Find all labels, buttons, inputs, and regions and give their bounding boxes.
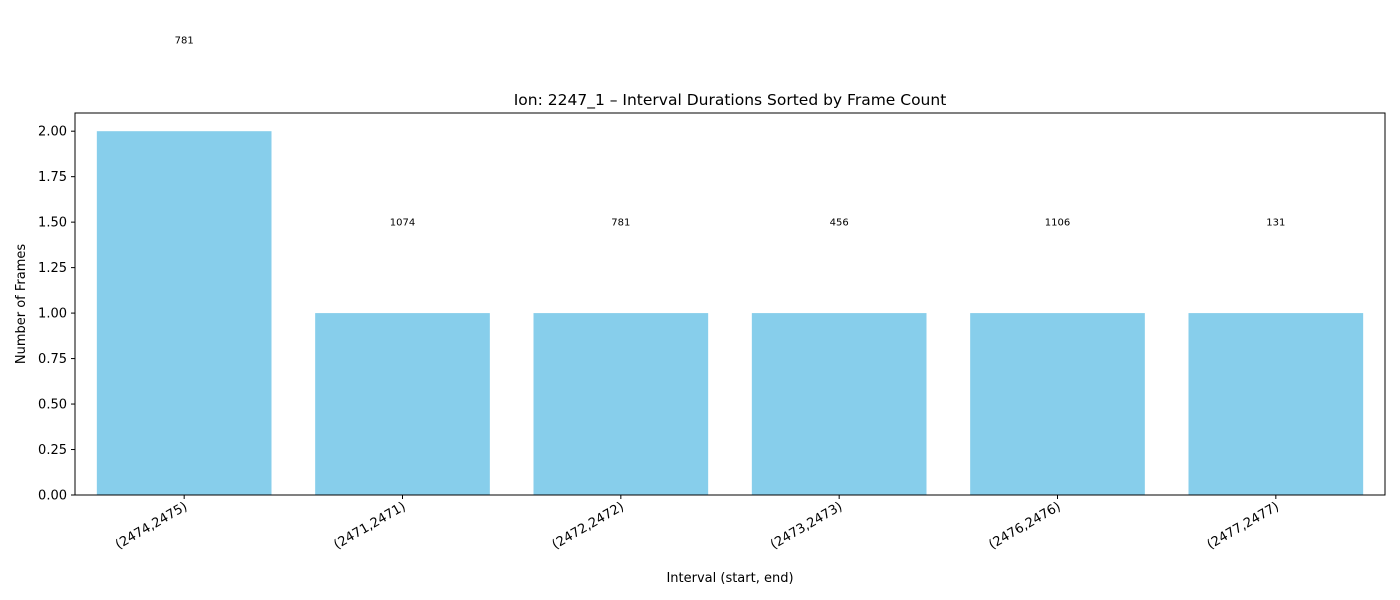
y-axis-label: Number of Frames [14,244,29,365]
bar-annotation-3: 456 [830,218,849,229]
chart-title: Ion: 2247_1 – Interval Durations Sorted … [514,91,947,110]
y-tick-label-0: 0.00 [38,489,67,504]
x-tick-label-4: (2476,2476) [986,499,1063,552]
bar-annotation-4: 1106 [1045,218,1070,229]
plot-frame [74,112,1386,496]
x-tick-label-0: (2474,2475) [113,499,190,552]
bar-2 [533,313,709,495]
y-tick-label-5: 1.25 [38,261,67,276]
y-tick-label-2: 0.50 [38,398,67,413]
bars-group [96,131,1364,495]
x-tick-label-5: (2477,2477) [1205,499,1282,552]
x-tick-label-2: (2472,2472) [550,499,627,552]
bar-annotation-0: 781 [175,36,194,47]
x-axis-label: Interval (start, end) [666,571,793,586]
bar-annotations-group: 781 1074 781 456 1106 131 [175,36,1286,229]
y-tick-label-1: 0.25 [38,443,67,458]
bar-annotation-2: 781 [611,218,630,229]
bar-1 [315,313,490,495]
bar-4 [970,313,1145,495]
y-tick-label-4: 1.00 [38,307,67,322]
bar-3 [751,313,927,495]
y-tick-label-3: 0.75 [38,352,67,367]
y-tick-label-7: 1.75 [38,170,67,185]
y-tick-label-6: 1.50 [38,216,67,231]
bar-annotation-1: 1074 [390,218,415,229]
y-axis: 0.00 0.25 0.50 0.75 1.00 1.25 1.50 1.75 2.00 [38,125,75,504]
x-tick-label-1: (2471,2471) [331,499,408,552]
y-tick-label-8: 2.00 [38,125,67,140]
bar-0 [96,131,272,495]
x-axis: (2474,2475) (2471,2471) (2472,2472) (2473,2… [113,495,1282,553]
bar-annotation-5: 131 [1266,218,1285,229]
x-tick-label-3: (2473,2473) [768,499,845,552]
bar-5 [1188,313,1364,495]
